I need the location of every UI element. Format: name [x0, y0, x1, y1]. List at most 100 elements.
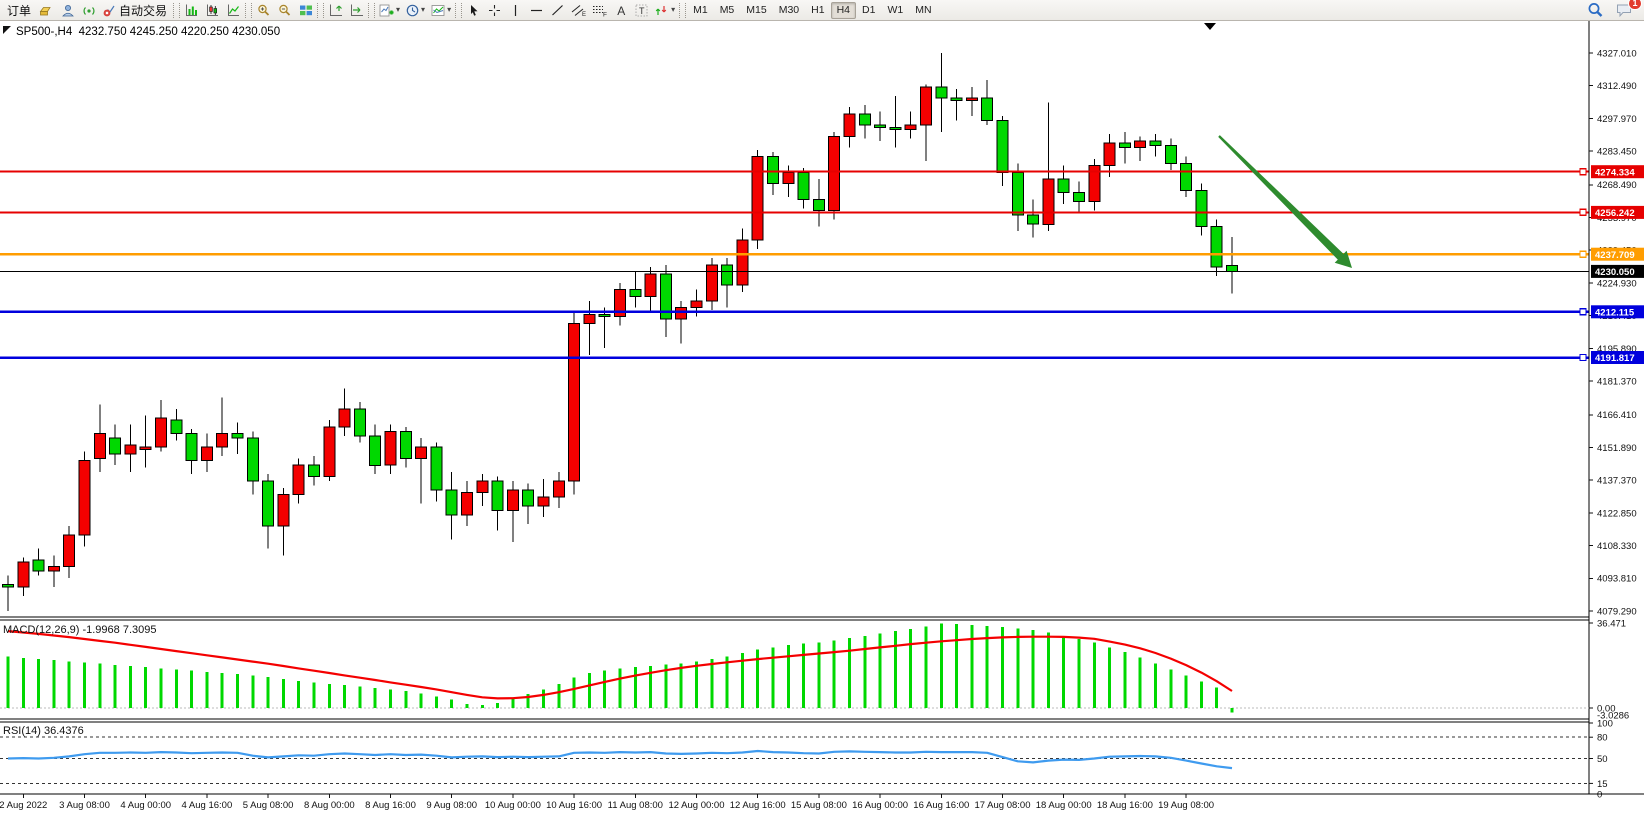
svg-text:8 Aug 00:00: 8 Aug 00:00 [304, 800, 355, 811]
autotrading-button[interactable]: 自动交易 [99, 1, 172, 20]
crosshair-button[interactable] [484, 1, 505, 20]
candles-layer [2, 53, 1238, 611]
svg-text:19 Aug 08:00: 19 Aug 08:00 [1158, 800, 1214, 811]
arrows-button[interactable]: ▾ [652, 1, 678, 20]
price-chart[interactable]: SP500-,H4 4232.750 4245.250 4220.250 423… [0, 21, 1644, 813]
chart-shift-marker[interactable] [1204, 23, 1216, 30]
candlestick-chart-button[interactable] [202, 1, 223, 20]
chevron-down-icon[interactable]: ▾ [421, 5, 426, 14]
time-axis: 2 Aug 2022 3 Aug 08:00 4 Aug 00:00 4 Aug 16… [0, 793, 1644, 811]
svg-text:15 Aug 08:00: 15 Aug 08:00 [791, 800, 847, 811]
templates-button[interactable]: ▾ [428, 1, 454, 20]
equidistant-channel-button[interactable]: E [568, 1, 589, 20]
search-icon [1587, 2, 1604, 18]
tf-m5[interactable]: M5 [714, 2, 741, 19]
svg-text:4283.450: 4283.450 [1597, 147, 1637, 158]
autoscroll-icon [350, 4, 364, 17]
periods-button[interactable]: ▾ [403, 1, 428, 20]
svg-text:15: 15 [1597, 779, 1608, 790]
svg-text:4122.850: 4122.850 [1597, 508, 1637, 519]
svg-text:17 Aug 08:00: 17 Aug 08:00 [975, 800, 1031, 811]
notification-badge: 1 [1627, 0, 1642, 10]
svg-text:4 Aug 00:00: 4 Aug 00:00 [120, 800, 171, 811]
tf-w1[interactable]: W1 [881, 2, 909, 19]
trend-arrow-annotation[interactable] [1218, 135, 1352, 268]
svg-text:4274.334: 4274.334 [1595, 167, 1635, 178]
chart-shift-button[interactable] [325, 1, 346, 20]
indicators-button[interactable]: ▾ [376, 1, 403, 20]
cursor-button[interactable] [463, 1, 484, 20]
auto-scroll-button[interactable] [346, 1, 367, 20]
button-label: H1 [811, 4, 825, 16]
tf-m15[interactable]: M15 [740, 2, 772, 19]
rsi-label: RSI(14) 36.4376 [3, 725, 84, 737]
text-label-button[interactable]: T [631, 1, 652, 20]
trendline-button[interactable] [547, 1, 568, 20]
toolbar: 订单 自动交易 ▾ ▾ ▾ E F A T ▾ M1 M5 M15 M30 H1 H4 D1 W1 MN 1 [0, 0, 1644, 21]
cursor-icon [468, 4, 480, 17]
svg-text:4224.930: 4224.930 [1597, 278, 1637, 289]
button-label: W1 [887, 4, 904, 16]
svg-text:F: F [603, 11, 607, 17]
tf-h1[interactable]: H1 [805, 2, 830, 19]
chevron-down-icon[interactable]: ▾ [447, 5, 452, 14]
zoom-in-button[interactable] [253, 1, 274, 20]
toolbar-separator [368, 2, 376, 18]
rsi-line [7, 749, 1233, 770]
chevron-down-icon[interactable]: ▾ [671, 5, 676, 14]
labelT-icon: T [635, 4, 648, 17]
svg-text:4195.890: 4195.890 [1597, 344, 1637, 355]
tf-m30[interactable]: M30 [773, 2, 805, 19]
horizontal-line-button[interactable] [526, 1, 547, 20]
zoom-out-button[interactable] [274, 1, 295, 20]
trend-icon [551, 4, 564, 17]
bar-chart-button[interactable] [181, 1, 202, 20]
tf-mn[interactable]: MN [909, 2, 937, 19]
svg-text:4166.410: 4166.410 [1597, 410, 1637, 421]
svg-text:4256.242: 4256.242 [1595, 208, 1635, 219]
template-icon [431, 4, 445, 17]
zoomin-icon [257, 4, 271, 17]
order-button[interactable]: 订单 [2, 1, 36, 20]
line-chart-button[interactable] [223, 1, 244, 20]
gold-button[interactable] [36, 1, 57, 20]
svg-text:4268.490: 4268.490 [1597, 180, 1637, 191]
crosshair-icon [488, 4, 501, 17]
svg-text:E: E [582, 12, 586, 17]
tf-d1[interactable]: D1 [856, 2, 881, 19]
tiles-icon [299, 4, 313, 17]
svg-text:12 Aug 16:00: 12 Aug 16:00 [730, 800, 786, 811]
community-button[interactable] [57, 1, 78, 20]
toolbar-right: 1 [1584, 0, 1642, 20]
svg-text:4137.370: 4137.370 [1597, 476, 1637, 487]
svg-text:4151.890: 4151.890 [1597, 443, 1637, 454]
hline-icon [530, 4, 543, 17]
tile-windows-button[interactable] [295, 1, 316, 20]
signal-button[interactable] [78, 1, 99, 20]
vertical-line-button[interactable] [505, 1, 526, 20]
svg-text:10 Aug 16:00: 10 Aug 16:00 [546, 800, 602, 811]
chart-area[interactable]: SP500-,H4 4232.750 4245.250 4220.250 423… [0, 21, 1644, 813]
chat-button[interactable]: 1 [1613, 0, 1642, 20]
channel-icon: E [571, 4, 586, 17]
arrows-icon [655, 4, 669, 17]
price-axis: 4327.010 4312.490 4297.970 4283.450 4268.490… [1588, 21, 1644, 794]
svg-text:A: A [617, 4, 625, 17]
line-icon [227, 4, 240, 17]
zoomout-icon [278, 4, 292, 17]
text-button[interactable]: A [610, 1, 631, 20]
tf-h4[interactable]: H4 [830, 1, 857, 19]
chevron-down-icon[interactable]: ▾ [396, 5, 401, 14]
level-lines[interactable] [0, 167, 1589, 362]
fibonacci-button[interactable]: F [589, 1, 610, 20]
tf-m1[interactable]: M1 [687, 2, 714, 19]
svg-text:0: 0 [1597, 789, 1602, 800]
gold-icon [39, 4, 54, 17]
svg-text:4093.810: 4093.810 [1597, 574, 1637, 585]
search-button[interactable] [1584, 1, 1607, 20]
svg-text:4230.050: 4230.050 [1595, 267, 1635, 278]
svg-text:10 Aug 00:00: 10 Aug 00:00 [485, 800, 541, 811]
button-label: 自动交易 [119, 3, 168, 18]
svg-text:11 Aug 08:00: 11 Aug 08:00 [608, 800, 663, 811]
